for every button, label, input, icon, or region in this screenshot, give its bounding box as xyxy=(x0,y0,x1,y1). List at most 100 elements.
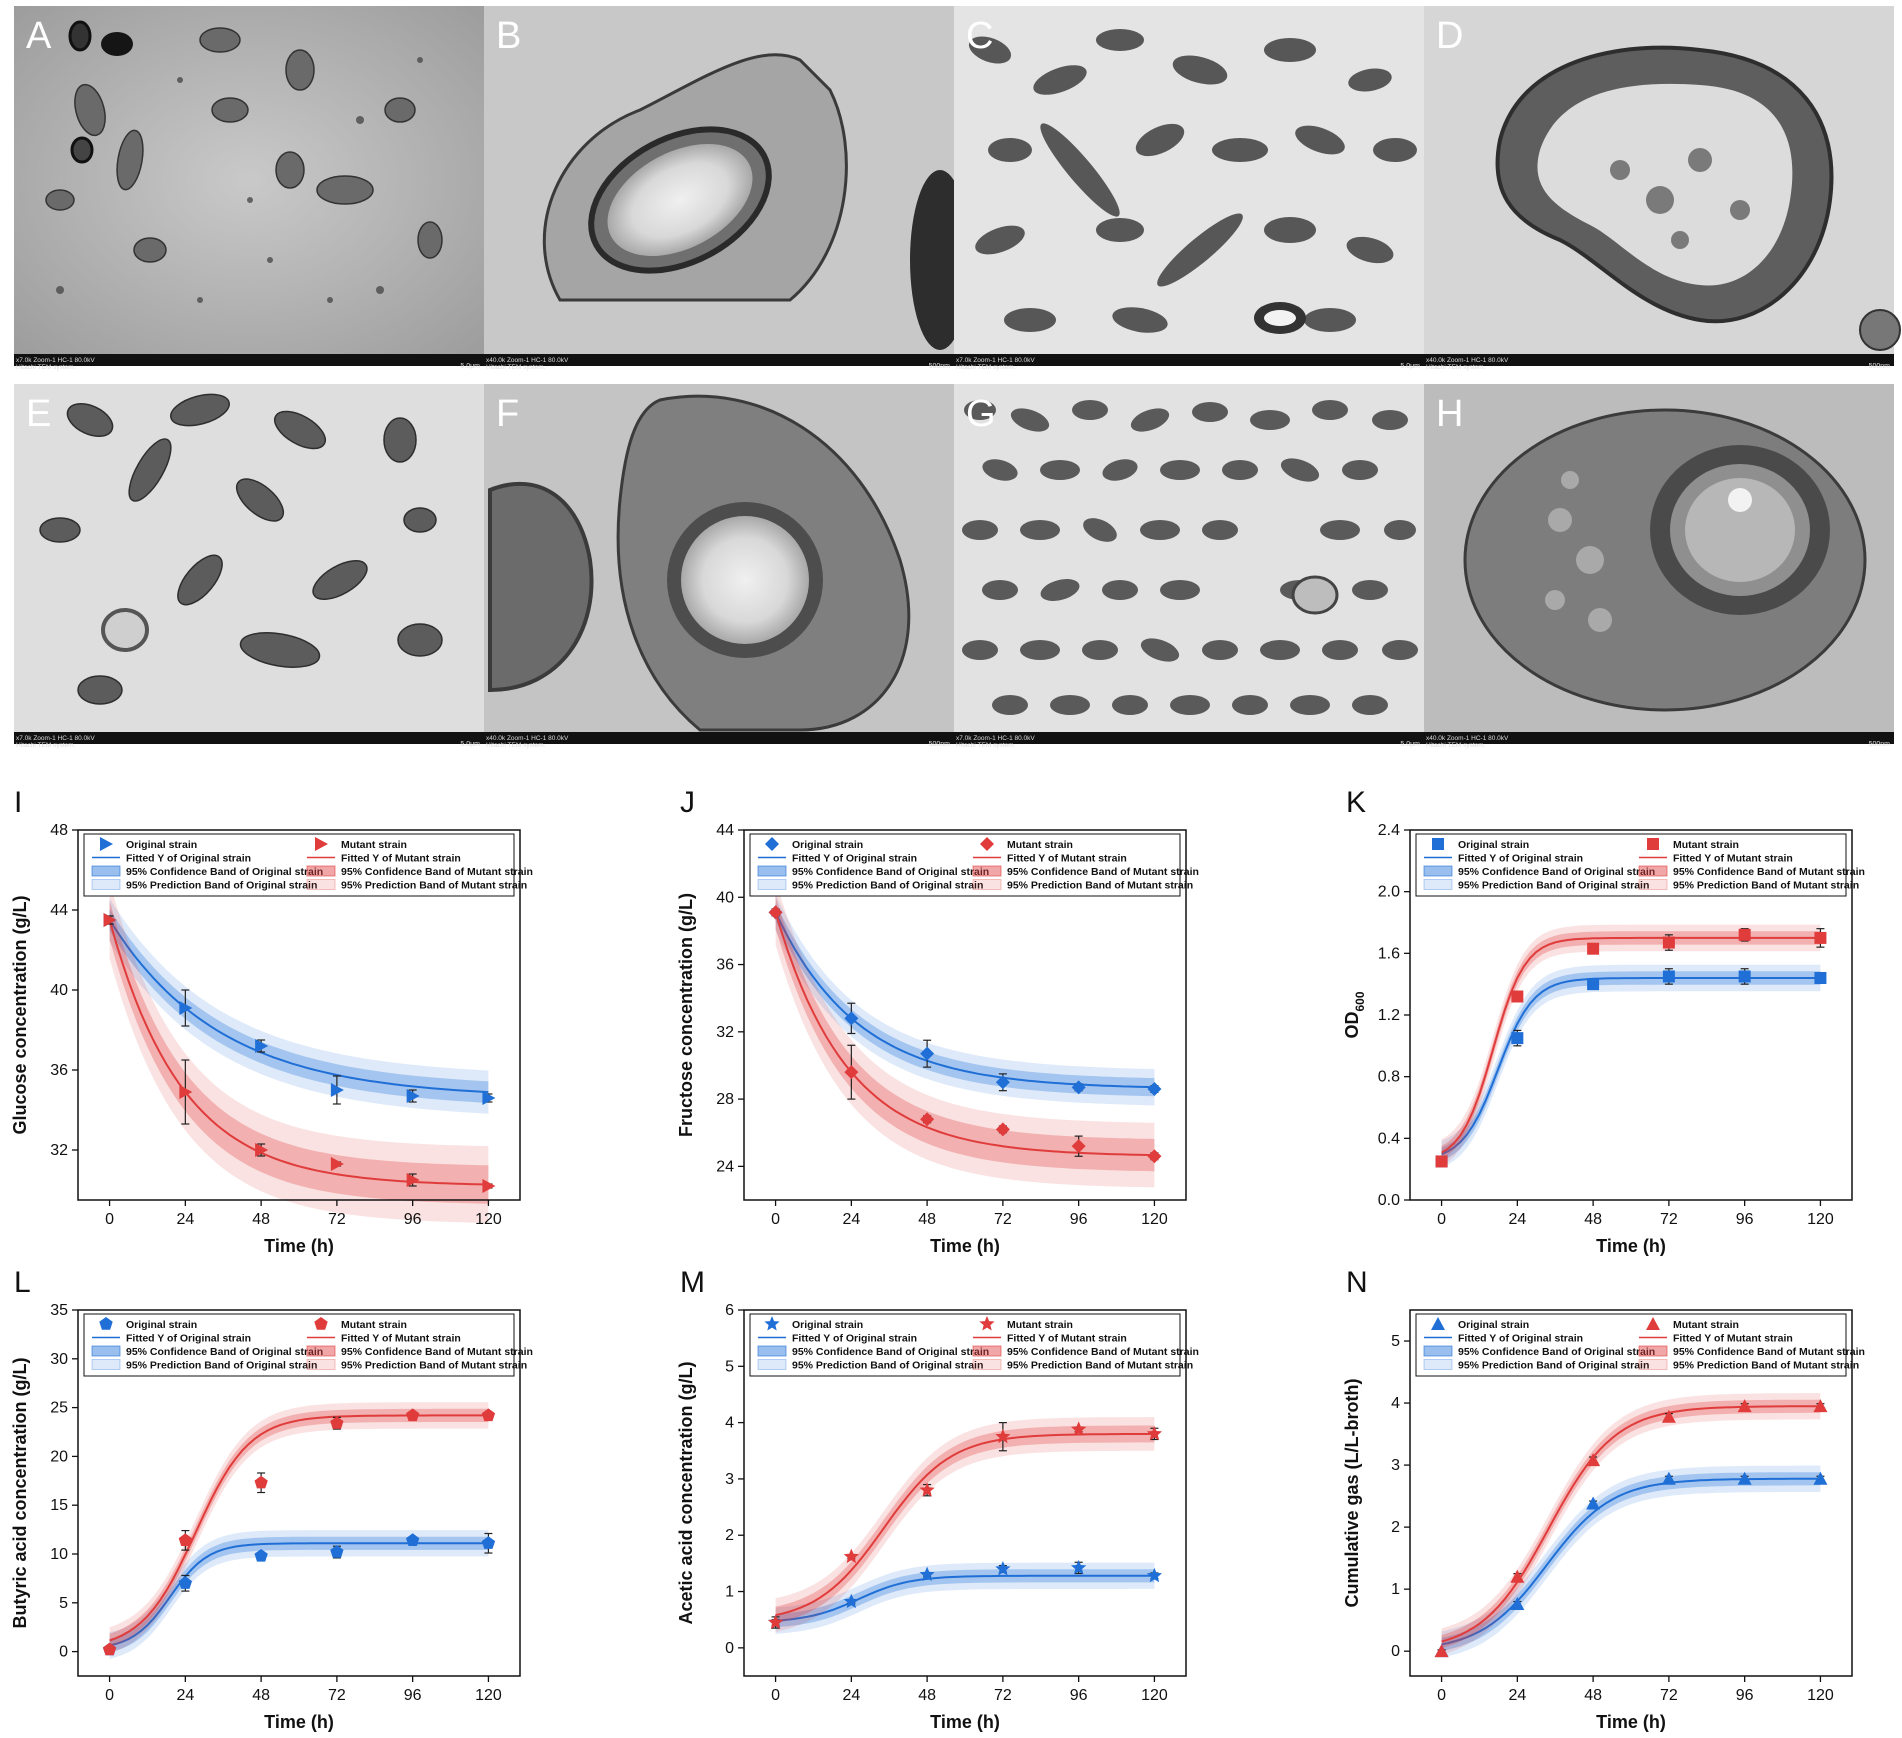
legend-swatch xyxy=(972,1359,1002,1370)
y-tick-label: 0.4 xyxy=(1378,1130,1400,1147)
data-point xyxy=(1737,1471,1752,1485)
legend-marker xyxy=(314,1317,328,1330)
tem-info-text: Hitachi TEM system. xyxy=(16,364,76,371)
data-point xyxy=(1814,972,1827,984)
x-tick-label: 120 xyxy=(1807,1687,1834,1704)
legend-label: Mutant strain xyxy=(1673,1319,1739,1331)
tem-info-text: Hitachi TEM system. xyxy=(956,364,1016,371)
tem-panel-letter: F xyxy=(496,393,519,435)
chart-panel-letter: L xyxy=(14,1266,31,1299)
legend-swatch xyxy=(972,879,1002,890)
data-point xyxy=(481,1536,496,1549)
legend-label: Mutant strain xyxy=(1007,1319,1073,1331)
legend-label: 95% Confidence Band of Mutant strain xyxy=(1673,866,1865,878)
legend-label: Fitted Y of Original strain xyxy=(1458,1333,1583,1345)
legend-marker xyxy=(315,837,328,851)
legend-label: 95% Prediction Band of Mutant strain xyxy=(1007,1360,1193,1372)
y-tick-label: 2.0 xyxy=(1378,884,1400,901)
x-tick-label: 48 xyxy=(1584,1687,1602,1704)
fitted-line xyxy=(1441,977,1821,1156)
data-point xyxy=(920,1046,935,1061)
data-point xyxy=(1586,1453,1601,1467)
legend-label: 95% Prediction Band of Original strain xyxy=(126,1360,317,1372)
legend-swatch xyxy=(306,1359,336,1370)
tem-info-text: x40.0k Zoom-1 HC-1 80.0kV xyxy=(1426,735,1509,742)
x-tick-label: 0 xyxy=(1437,1211,1446,1228)
tem-panel-letter: B xyxy=(496,15,521,57)
data-point xyxy=(330,1083,344,1097)
legend-swatch xyxy=(91,1359,121,1370)
legend-label: Fitted Y of Original strain xyxy=(1458,853,1583,865)
x-axis-label: Time (h) xyxy=(264,1712,334,1732)
tem-panel-letter: A xyxy=(26,15,52,57)
data-point xyxy=(179,1001,193,1015)
tem-info-text: Hitachi TEM system. xyxy=(486,742,546,749)
x-tick-label: 96 xyxy=(404,1211,422,1228)
legend-label: 95% Confidence Band of Original strain xyxy=(126,1346,323,1358)
tem-scale-label: 500nm xyxy=(929,741,951,748)
x-tick-label: 0 xyxy=(105,1687,114,1704)
tem-info-text: Hitachi TEM system. xyxy=(1426,742,1486,749)
tem-scale-label: 500nm xyxy=(929,363,951,370)
legend-label: 95% Prediction Band of Original strain xyxy=(126,880,317,892)
y-tick-label: 40 xyxy=(50,982,68,999)
data-point xyxy=(844,1065,859,1080)
tem-info-text: Hitachi TEM system. xyxy=(486,364,546,371)
data-point xyxy=(1147,1149,1162,1164)
chart-i: I 0 24 48 72 96 120 32 36 40 44 48 Time (h) Glucose c… xyxy=(10,786,533,1256)
legend-box xyxy=(83,833,515,897)
data-point xyxy=(178,1576,192,1589)
data-point xyxy=(1813,1471,1828,1485)
tem-panel-letter: E xyxy=(26,393,51,435)
legend-box xyxy=(1415,1313,1847,1377)
x-tick-label: 0 xyxy=(1437,1687,1446,1704)
data-point xyxy=(1510,1569,1525,1583)
y-tick-label: 0 xyxy=(1391,1643,1400,1660)
x-tick-label: 24 xyxy=(176,1687,194,1704)
legend-label: 95% Confidence Band of Original strain xyxy=(792,866,989,878)
chart-panel-letter: I xyxy=(14,786,22,819)
legend-label: 95% Confidence Band of Mutant strain xyxy=(1673,1346,1865,1358)
prediction-band xyxy=(775,880,1155,1188)
data-point xyxy=(768,1614,784,1629)
legend-swatch xyxy=(1423,865,1453,877)
y-tick-label: 2 xyxy=(1391,1519,1400,1536)
y-tick-label: 4 xyxy=(725,1415,734,1432)
y-tick-label: 10 xyxy=(50,1546,68,1563)
legend-marker xyxy=(1647,838,1659,850)
y-tick-label: 5 xyxy=(725,1358,734,1375)
fitted-line xyxy=(1441,1405,1821,1643)
tem-info-text: x7.0k Zoom-1 HC-1 80.0kV xyxy=(16,357,95,364)
data-point xyxy=(1071,1080,1086,1095)
data-point xyxy=(1147,1082,1162,1096)
legend-label: Original strain xyxy=(1458,839,1529,851)
confidence-band xyxy=(1441,1472,1821,1651)
data-point xyxy=(254,1549,268,1562)
x-axis-label: Time (h) xyxy=(264,1236,334,1256)
data-point xyxy=(843,1548,859,1564)
legend-label: Fitted Y of Mutant strain xyxy=(1007,1333,1127,1345)
x-tick-label: 72 xyxy=(994,1687,1012,1704)
tem-scale-label: 5.0μm xyxy=(1400,363,1420,370)
legend-box xyxy=(749,833,1181,897)
confidence-band xyxy=(109,1536,489,1653)
legend-label: Fitted Y of Mutant strain xyxy=(341,853,461,865)
y-tick-label: 36 xyxy=(50,1062,68,1079)
chart-legend: Original strain Mutant strain Fitted Y of … xyxy=(1415,1313,1865,1377)
legend-marker xyxy=(1432,838,1444,850)
x-tick-label: 48 xyxy=(252,1211,270,1228)
legend-label: 95% Confidence Band of Original strain xyxy=(1458,866,1655,878)
legend-label: Fitted Y of Mutant strain xyxy=(1673,1333,1793,1345)
tem-scale-label: 5.0μm xyxy=(1400,741,1420,748)
tem-info-text: x40.0k Zoom-1 HC-1 80.0kV xyxy=(486,357,569,364)
prediction-band xyxy=(775,1562,1155,1634)
chart-m: M 0 24 48 72 96 120 0 1 2 3 4 5 6 Time (h) Acetic acid … xyxy=(676,1266,1199,1732)
y-axis-label: Cumulative gas (L/L-broth) xyxy=(1342,1378,1362,1607)
confidence-band xyxy=(109,900,489,1204)
y-tick-label: 1.2 xyxy=(1378,1007,1400,1024)
legend-marker xyxy=(1646,1317,1660,1330)
chart-panel-letter: K xyxy=(1346,786,1366,819)
plot-frame xyxy=(743,829,1187,1201)
prediction-band xyxy=(1441,924,1821,1166)
